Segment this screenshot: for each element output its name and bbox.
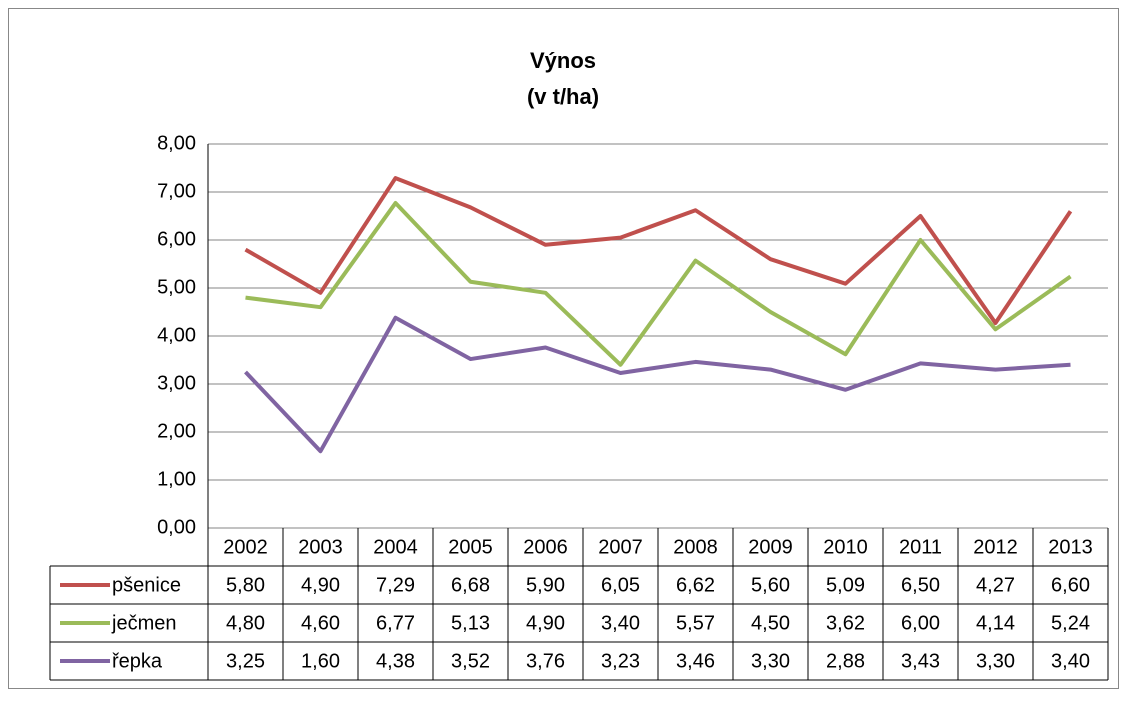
data-table-cell: 5,80 — [226, 574, 265, 596]
x-tick-label: 2005 — [448, 536, 493, 558]
data-table-cell: 6,68 — [451, 574, 490, 596]
x-tick-label: 2010 — [823, 536, 868, 558]
legend-label: pšenice — [112, 574, 181, 596]
data-table-cell: 3,43 — [901, 650, 940, 672]
data-table-cell: 1,60 — [301, 650, 340, 672]
y-tick-label: 2,00 — [157, 420, 196, 442]
y-tick-label: 3,00 — [157, 372, 196, 394]
x-tick-label: 2006 — [523, 536, 568, 558]
data-table-cell: 3,40 — [1051, 650, 1090, 672]
series-line — [244, 176, 1073, 326]
y-tick-label: 6,00 — [157, 228, 196, 250]
x-tick-label: 2012 — [973, 536, 1018, 558]
data-table-cell: 4,90 — [301, 574, 340, 596]
data-table-cell: 6,77 — [376, 612, 415, 634]
y-tick-label: 0,00 — [157, 516, 196, 538]
data-table-cell: 6,50 — [901, 574, 940, 596]
x-tick-label: 2009 — [748, 536, 793, 558]
x-tick-label: 2007 — [598, 536, 643, 558]
series-line — [245, 201, 1072, 367]
data-table-cell: 2,88 — [826, 650, 865, 672]
data-table-cell: 3,52 — [451, 650, 490, 672]
data-table-cell: 5,24 — [1051, 612, 1090, 634]
data-table-cell: 5,13 — [451, 612, 490, 634]
data-table-cell: 3,76 — [526, 650, 565, 672]
data-table-cell: 5,57 — [676, 612, 715, 634]
data-table-cell: 3,40 — [601, 612, 640, 634]
data-table-cell: 4,90 — [526, 612, 565, 634]
y-tick-label: 5,00 — [157, 276, 196, 298]
data-table-cell: 4,14 — [976, 612, 1015, 634]
data-table-cell: 6,62 — [676, 574, 715, 596]
data-table-cell: 3,46 — [676, 650, 715, 672]
data-table-cell: 4,60 — [301, 612, 340, 634]
x-tick-label: 2003 — [298, 536, 343, 558]
data-table-cell: 3,25 — [226, 650, 265, 672]
x-tick-label: 2011 — [899, 536, 942, 558]
data-table-cell: 3,62 — [826, 612, 865, 634]
data-table-cell: 4,50 — [751, 612, 790, 634]
data-table-cell: 4,38 — [376, 650, 415, 672]
legend-label: řepka — [112, 650, 163, 672]
legend-label: ječmen — [111, 612, 176, 634]
x-tick-label: 2008 — [673, 536, 718, 558]
data-table-cell: 3,23 — [601, 650, 640, 672]
chart-border — [8, 8, 1119, 689]
x-tick-label: 2004 — [373, 536, 418, 558]
y-tick-label: 1,00 — [157, 468, 196, 490]
data-table-cell: 3,30 — [751, 650, 790, 672]
data-table-cell: 6,00 — [901, 612, 940, 634]
data-table-cell: 6,05 — [601, 574, 640, 596]
x-tick-label: 2013 — [1048, 536, 1093, 558]
x-tick-label: 2002 — [223, 536, 268, 558]
data-table-cell: 5,60 — [751, 574, 790, 596]
y-tick-label: 7,00 — [157, 180, 196, 202]
data-table-cell: 4,80 — [226, 612, 265, 634]
chart-subtitle: (v t/ha) — [527, 84, 599, 109]
data-table-cell: 3,30 — [976, 650, 1015, 672]
series-line — [244, 315, 1071, 454]
y-tick-label: 4,00 — [157, 324, 196, 346]
data-table-cell: 6,60 — [1051, 574, 1090, 596]
data-table-cell: 5,09 — [826, 574, 865, 596]
data-table-cell: 4,27 — [976, 574, 1015, 596]
chart-title: Výnos — [530, 48, 596, 73]
data-table-cell: 5,90 — [526, 574, 565, 596]
data-table-cell: 7,29 — [376, 574, 415, 596]
y-tick-label: 8,00 — [157, 132, 196, 154]
